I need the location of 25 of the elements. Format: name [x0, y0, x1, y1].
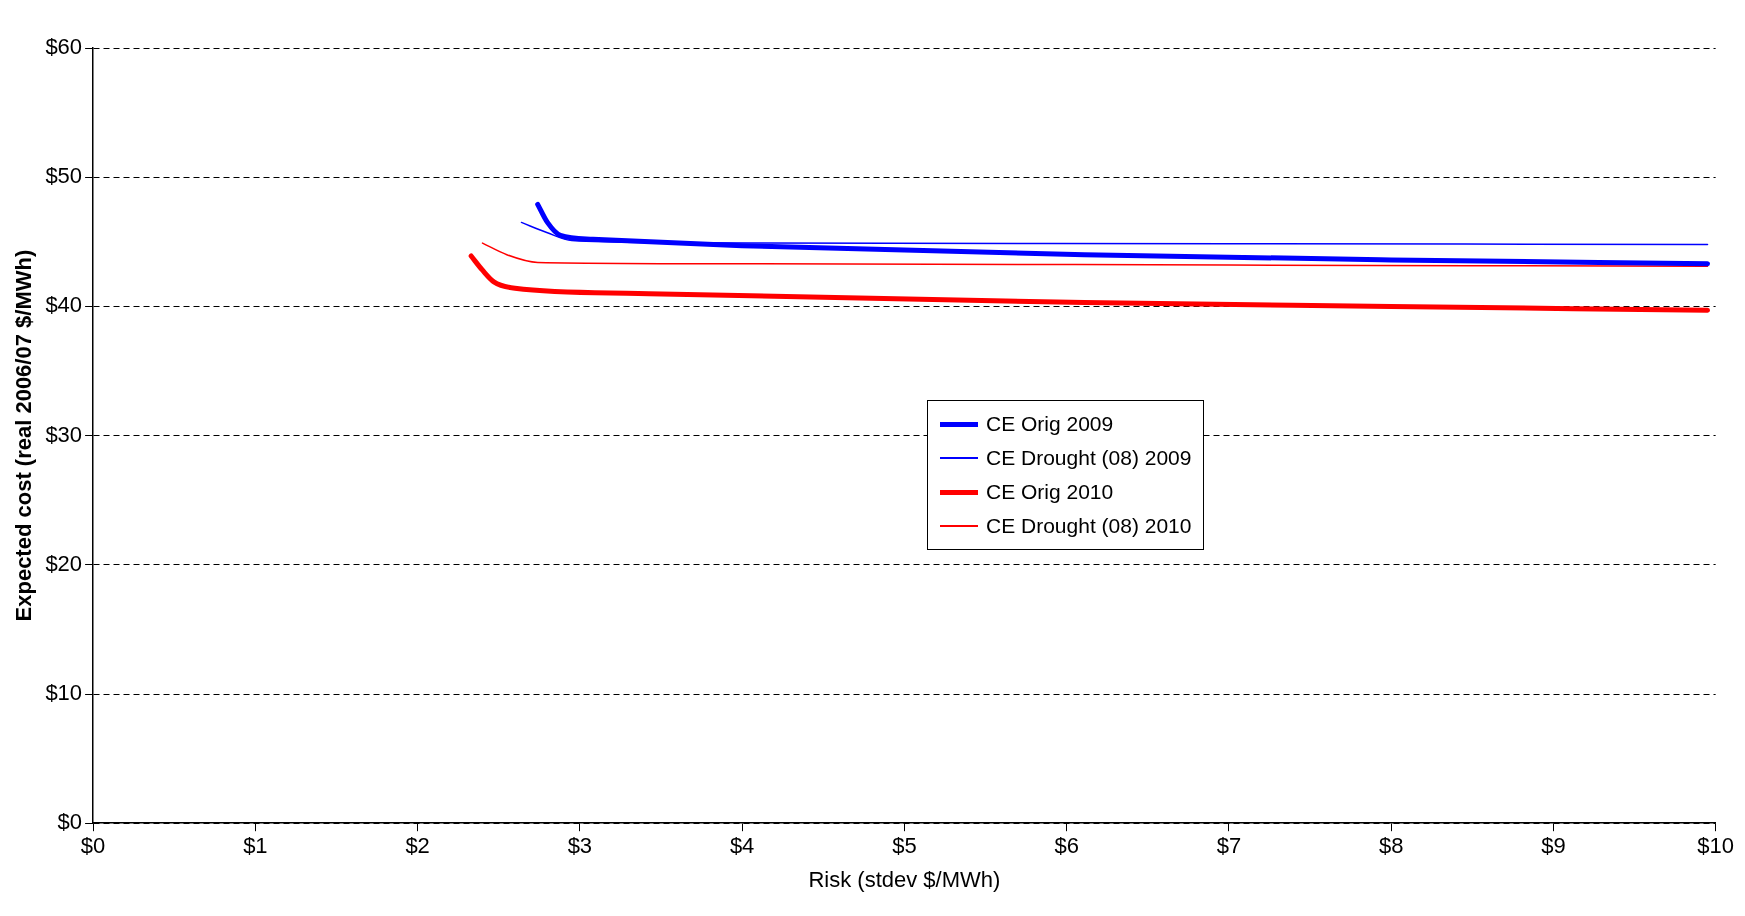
y-tick-label: $0 [57, 809, 83, 835]
legend-label: CE Orig 2010 [986, 480, 1114, 504]
x-tick-label: $1 [243, 833, 268, 859]
y-tick-label: $10 [45, 680, 83, 706]
x-axis-title: Risk (stdev $/MWh) [808, 866, 1001, 892]
legend-label: CE Drought (08) 2010 [986, 514, 1192, 538]
legend-label: CE Drought (08) 2009 [986, 446, 1192, 470]
x-tick-label: $4 [729, 833, 755, 859]
x-tick-label: $0 [80, 833, 106, 859]
x-tick-label: $6 [1054, 833, 1079, 859]
x-tick-label: $2 [405, 833, 430, 859]
y-tick-label: $30 [45, 421, 83, 447]
x-tick-label: $3 [567, 833, 593, 859]
y-tick-label: $40 [45, 292, 83, 318]
y-tick-label: $60 [45, 34, 83, 60]
x-tick-label: $9 [1541, 833, 1566, 859]
y-tick-label: $50 [45, 163, 83, 189]
legend-label: CE Orig 2009 [986, 412, 1114, 436]
y-axis-title: Expected cost (real 2006/07 $/MWh) [11, 249, 37, 622]
x-tick-label: $7 [1216, 833, 1242, 859]
x-tick-label: $8 [1378, 833, 1404, 859]
y-tick-label: $20 [45, 550, 83, 576]
x-tick-label: $10 [1697, 833, 1735, 859]
x-tick-label: $5 [892, 833, 917, 859]
line-series [481, 242, 1709, 268]
